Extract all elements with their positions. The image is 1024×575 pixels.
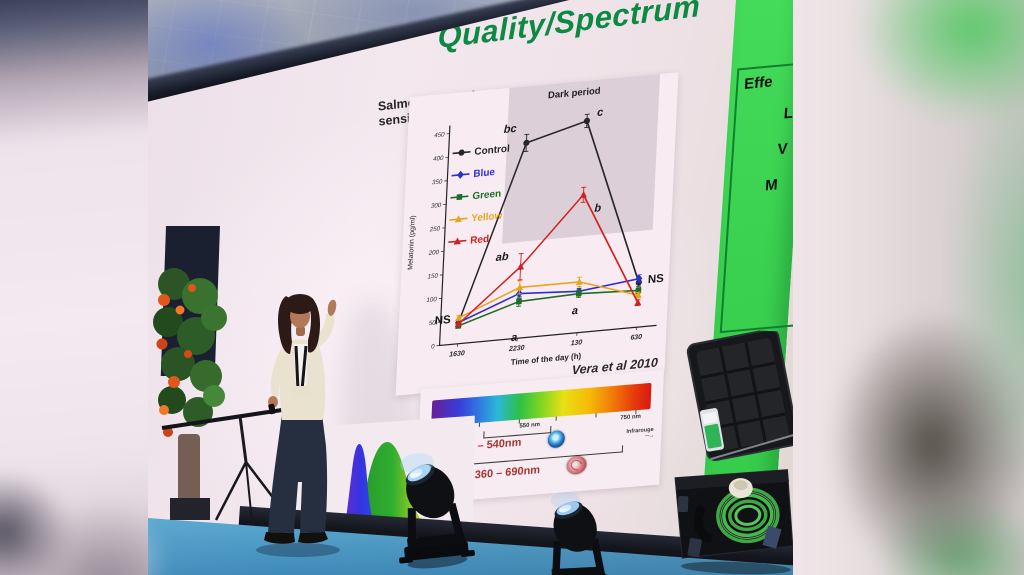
raised-hand xyxy=(327,299,337,316)
snail-shell-icon xyxy=(566,455,587,476)
case-latch xyxy=(687,537,702,558)
stage-light xyxy=(399,453,475,569)
lens-glow xyxy=(550,491,581,509)
y-tick-label: 100 xyxy=(426,296,437,304)
legend-label-yellow: Yellow xyxy=(471,211,503,225)
chart-annotation: c xyxy=(597,106,604,119)
chart-annotation: NS xyxy=(648,273,665,287)
series-yellow xyxy=(454,276,642,322)
y-tick-label: 400 xyxy=(433,155,444,163)
y-tick-label: 50 xyxy=(429,320,437,328)
y-tick-label: 150 xyxy=(427,272,438,280)
trousers xyxy=(268,414,328,533)
spectrum-tick xyxy=(479,422,481,427)
legend-label-blue: Blue xyxy=(473,167,495,180)
legend-label-green: Green xyxy=(472,189,501,203)
spectrum-tick xyxy=(595,413,597,418)
x-tick-label: 130 xyxy=(570,339,582,347)
light-head xyxy=(405,464,455,519)
legend-label-control: Control xyxy=(474,144,510,158)
y-axis-label: Melatonin (pg/ml) xyxy=(407,215,417,270)
chart-axes xyxy=(438,125,657,347)
melatonin-line-chart: Dark period 0 50 100 150 200 250 300 350 400 450 Me… xyxy=(407,73,665,367)
chart-annotation: a xyxy=(511,332,518,345)
case-phone xyxy=(699,408,724,452)
hair xyxy=(308,298,320,353)
case-lid xyxy=(686,328,799,462)
ir-caption: Infrarouge ─→ xyxy=(626,426,654,440)
photo-edge-blur-left xyxy=(0,0,148,575)
y-tick-label: 350 xyxy=(432,178,443,186)
series-green xyxy=(455,286,642,330)
chart-annotation: b xyxy=(594,202,602,215)
lanyard xyxy=(294,345,300,391)
case-handle xyxy=(694,504,714,544)
stage-light xyxy=(548,491,608,575)
dark-period-label: Dark period xyxy=(548,85,601,101)
spectrum-tick xyxy=(555,416,558,421)
presenter xyxy=(256,294,340,557)
lanyard xyxy=(300,345,308,391)
chart-annotation: ab xyxy=(496,251,510,264)
y-tick-label: 200 xyxy=(428,249,440,257)
case-label xyxy=(762,525,782,549)
y-tick-label: 450 xyxy=(434,131,445,139)
neck xyxy=(296,326,305,336)
lens-glow xyxy=(400,453,435,474)
orange-flowers xyxy=(156,284,196,437)
dark-period-band xyxy=(502,73,661,244)
case-latch xyxy=(677,495,689,513)
x-tick-label: 630 xyxy=(630,334,642,342)
waist-knot xyxy=(292,386,310,395)
x-tick-label: 1630 xyxy=(449,350,465,358)
light-head xyxy=(553,501,597,552)
chart-legend: Control Blue Green Yellow Red xyxy=(448,144,510,247)
legend-label-red: Red xyxy=(470,234,489,247)
x-tick-label: 2230 xyxy=(508,345,525,354)
floor-shadow xyxy=(256,543,340,557)
photo-edge-blur-right xyxy=(793,0,1024,575)
shoe-right xyxy=(298,532,328,544)
chart-annotation: a xyxy=(572,305,579,318)
chart-root: Dark period 0 50 100 150 200 250 300 350 400 450 Me… xyxy=(407,73,665,367)
chart-annotation: bc xyxy=(504,123,517,136)
range-label-360-690: 360 – 690nm xyxy=(474,464,541,482)
series-red xyxy=(454,186,642,328)
y-tick-label: 250 xyxy=(429,225,441,233)
y-tick-label: 300 xyxy=(431,202,442,210)
y-tick-label: 0 xyxy=(431,343,435,350)
hair-top xyxy=(285,294,315,314)
flight-case xyxy=(674,328,799,575)
chart-annotation: NS xyxy=(434,314,451,328)
right-arm xyxy=(270,346,284,398)
presenter-clicker xyxy=(268,403,276,415)
fish-eye-icon xyxy=(547,429,566,449)
melatonin-chart-panel: Dark period 0 50 100 150 200 250 300 350 400 450 Me… xyxy=(395,72,679,396)
shoe-left xyxy=(264,532,295,544)
wavelength-label: 750 nm xyxy=(620,413,641,422)
